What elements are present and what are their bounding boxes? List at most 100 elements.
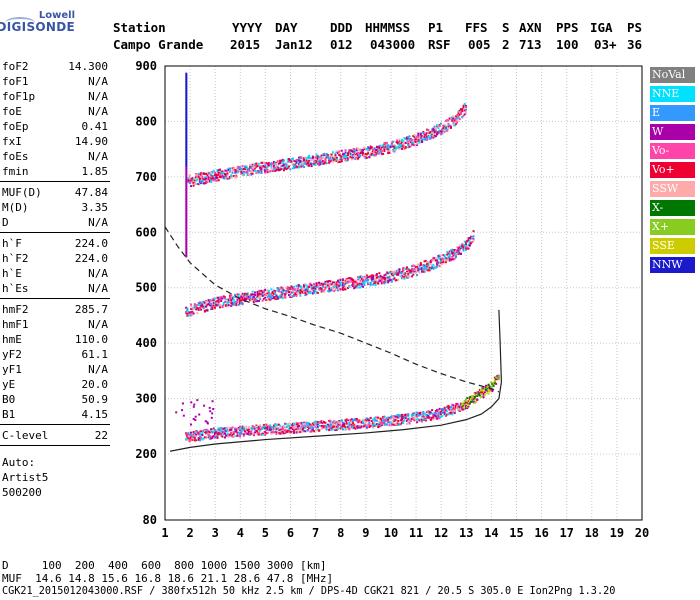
echo-point: [213, 432, 216, 435]
echo-point: [330, 158, 333, 161]
echo-point: [324, 161, 327, 164]
echo-point: [433, 266, 436, 269]
echo-point: [349, 281, 352, 284]
echo-point: [329, 283, 332, 286]
echo-point: [348, 149, 351, 152]
echo-point: [250, 427, 253, 430]
echo-point: [452, 121, 455, 124]
echo-point: [375, 416, 378, 419]
echo-point: [408, 135, 411, 138]
echo-point: [362, 278, 365, 281]
echo-point: [486, 387, 489, 390]
echo-point: [234, 169, 237, 172]
echo-point: [439, 415, 442, 418]
echo-point: [240, 427, 243, 430]
echo-point: [188, 313, 191, 316]
echo-point: [232, 296, 235, 299]
echo-point: [230, 304, 233, 307]
echo-point: [418, 139, 421, 142]
echo-point: [384, 281, 387, 284]
echo-point: [466, 247, 469, 250]
echo-point: [331, 151, 334, 154]
echo-point: [414, 272, 417, 275]
echo-point: [303, 426, 306, 429]
echo-point: [185, 192, 188, 196]
echo-point: [350, 426, 353, 429]
echo-point: [230, 427, 233, 430]
echo-point: [426, 261, 429, 264]
echo-point: [383, 419, 386, 422]
echo-point: [223, 174, 226, 177]
echo-point: [438, 415, 441, 418]
echo-point: [275, 162, 278, 165]
echo-point: [478, 392, 481, 395]
echo-point: [395, 270, 398, 273]
echo-point: [229, 298, 232, 301]
echo-point: [265, 432, 268, 435]
echo-point: [288, 158, 291, 161]
echo-point: [442, 254, 445, 257]
echo-point: [483, 393, 486, 396]
echo-point: [345, 159, 348, 162]
echo-point: [285, 287, 288, 290]
echo-point: [262, 425, 265, 428]
echo-point: [421, 415, 424, 418]
echo-point: [393, 423, 396, 426]
echo-point: [379, 422, 382, 425]
echo-point: [311, 155, 314, 158]
echo-point: [201, 434, 204, 437]
echo-point: [187, 310, 190, 313]
echo-point: [279, 424, 282, 427]
echo-point: [452, 115, 455, 118]
echo-point: [192, 184, 195, 187]
echo-point: [201, 305, 204, 308]
param-row: h`Es N/A: [2, 282, 108, 295]
echo-point: [367, 279, 370, 282]
echo-point: [185, 74, 188, 78]
echo-point: [275, 294, 278, 297]
echo-point: [304, 287, 307, 290]
echo-point: [265, 429, 268, 432]
echo-point: [462, 114, 465, 117]
echo-point: [339, 160, 342, 163]
echo-point: [188, 436, 191, 439]
echo-point: [343, 425, 346, 428]
echo-point: [232, 431, 235, 434]
echo-point: [280, 430, 283, 433]
echo-point: [348, 286, 351, 289]
echo-point: [225, 426, 228, 429]
echo-point: [360, 275, 363, 278]
echo-point: [388, 424, 391, 427]
echo-point: [185, 243, 188, 247]
echo-point: [419, 262, 422, 265]
echo-point: [387, 420, 390, 423]
param-name: fmin: [2, 165, 29, 178]
echo-point: [318, 284, 321, 287]
echo-point: [359, 286, 362, 289]
echo-point: [223, 427, 226, 430]
echo-point: [408, 137, 411, 140]
echo-point: [461, 406, 464, 409]
echo-point: [458, 118, 461, 121]
echo-point: [407, 417, 410, 420]
echo-point: [385, 278, 388, 281]
echo-point: [395, 417, 398, 420]
echo-point: [379, 150, 382, 153]
echo-point: [372, 422, 375, 425]
echo-point: [270, 164, 273, 167]
echo-point: [200, 180, 203, 183]
param-row: h`E N/A: [2, 267, 108, 280]
echo-point: [205, 309, 208, 312]
echo-point: [473, 395, 476, 398]
echo-point: [384, 145, 387, 148]
echo-point: [399, 145, 402, 148]
echo-point: [237, 426, 240, 429]
echo-point: [407, 146, 410, 149]
echo-point: [185, 210, 188, 214]
echo-point: [241, 168, 244, 171]
echo-point: [465, 247, 468, 250]
panel-separator: [0, 424, 110, 425]
echo-point: [380, 419, 383, 422]
echo-point: [421, 270, 424, 273]
echo-point: [247, 430, 250, 433]
